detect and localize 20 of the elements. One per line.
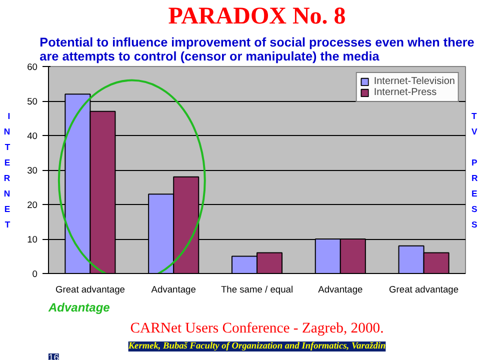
text: Advantage bbox=[48, 300, 110, 314]
text: CARNet Users Conference - Zagreb, 2000. bbox=[130, 320, 384, 336]
x-tick-label: Great advantage bbox=[55, 284, 125, 294]
text: TV PRESS bbox=[472, 110, 478, 230]
y-axis-title: INTERNET bbox=[4, 110, 11, 230]
y-tick-label: 60 bbox=[27, 62, 38, 72]
y-tick-label: 50 bbox=[27, 96, 38, 106]
x-tick-label: Great advantage bbox=[389, 284, 459, 294]
chart-subtitle: Potential to influence improvement of social processes even when there are attempts to control (censor or manipulate) the media bbox=[40, 36, 474, 64]
x-tick-label: The same / equal bbox=[220, 284, 294, 294]
legend-label: Internet-Television bbox=[374, 76, 455, 87]
legend-label: Internet-Press bbox=[374, 87, 437, 98]
y-tick-label: 10 bbox=[27, 234, 38, 244]
chart-title: PARADOX No. 8 bbox=[168, 4, 346, 30]
y-tick-label: 30 bbox=[27, 166, 38, 176]
x-tick-label: Advantage bbox=[318, 284, 363, 294]
y-tick-label: 20 bbox=[27, 200, 38, 210]
y-tick-label: 0 bbox=[32, 269, 38, 279]
y-tick-label: 40 bbox=[27, 131, 38, 141]
x-tick-label: Advantage bbox=[151, 284, 196, 294]
